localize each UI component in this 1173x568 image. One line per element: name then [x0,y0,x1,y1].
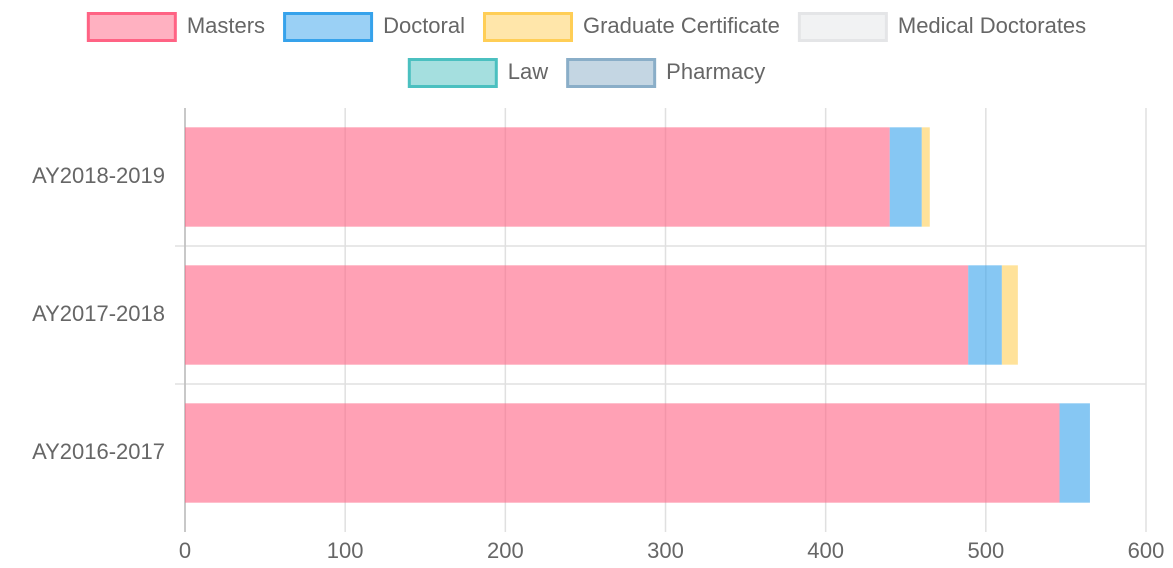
x-tick-label: 100 [327,538,364,563]
bar-segment [185,403,1060,503]
bar-segment [185,127,890,227]
x-tick-label: 0 [179,538,191,563]
bar-segment [185,265,969,365]
legend-label: Masters [187,13,265,38]
legend-item: Doctoral [283,12,465,42]
x-tick-label: 300 [647,538,684,563]
y-tick-label: AY2018-2019 [32,163,165,188]
x-tick-label: 400 [807,538,844,563]
y-tick-label: AY2017-2018 [32,301,165,326]
legend-label: Doctoral [383,13,465,38]
x-tick-label: 200 [487,538,524,563]
x-tick-label: 500 [967,538,1004,563]
bar-segment [968,265,1002,365]
legend-item: Graduate Certificate [482,12,780,42]
legend-item: Law [407,58,548,88]
legend-swatch [86,12,177,42]
legend-label: Pharmacy [666,59,765,84]
legend-swatch [283,12,374,42]
legend-swatch [407,58,498,88]
bar-segment [1001,265,1018,365]
bar-segment [1059,403,1090,503]
legend-item: Pharmacy [566,58,765,88]
y-tick-label: AY2016-2017 [32,439,165,464]
legend-label: Law [508,59,548,84]
legend-label: Medical Doctorates [898,13,1086,38]
bar-segment [921,127,930,227]
legend-item: Masters [86,12,265,42]
legend-swatch [566,58,657,88]
legend-label: Graduate Certificate [583,13,780,38]
bar-segment [889,127,922,227]
legend-swatch [797,12,888,42]
legend-item: Medical Doctorates [797,12,1086,42]
legend-swatch [482,12,573,42]
x-tick-label: 600 [1128,538,1165,563]
